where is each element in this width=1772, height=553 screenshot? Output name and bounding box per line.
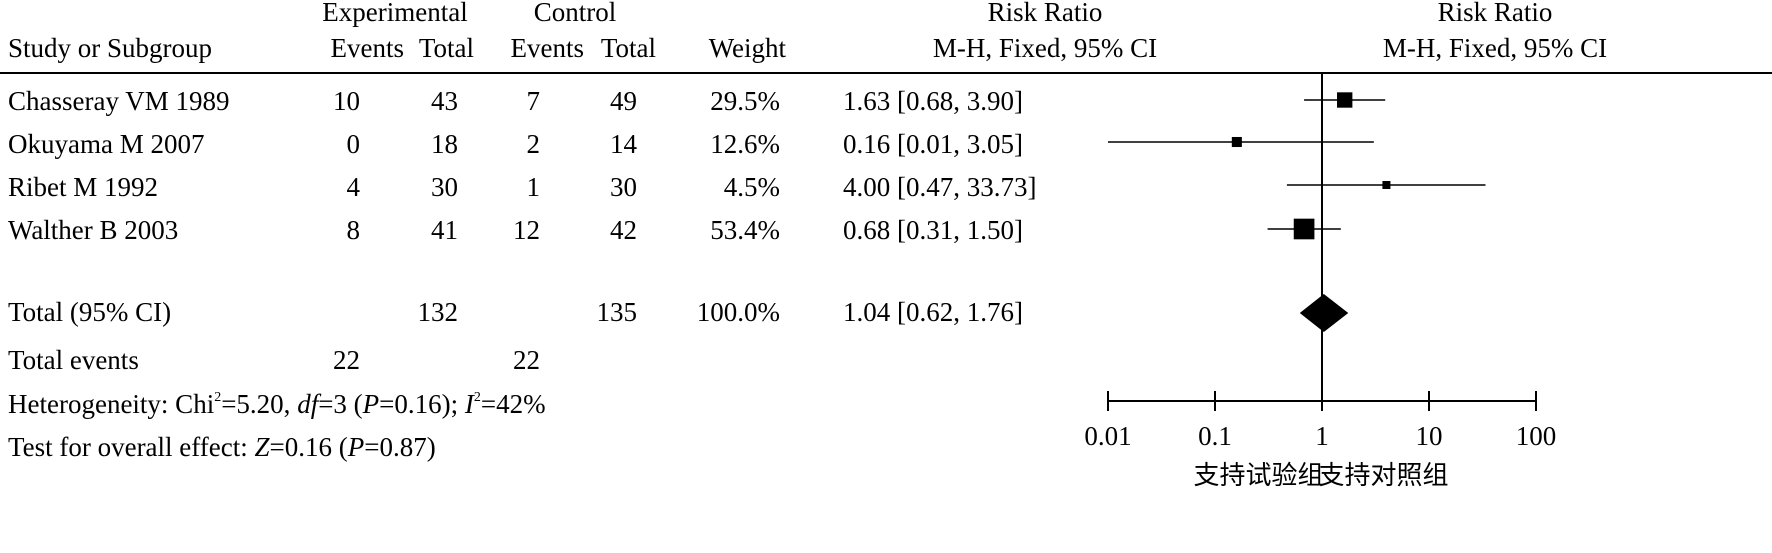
total-events-label: Total events — [8, 345, 139, 375]
df-value: =3 ( — [318, 389, 363, 419]
exp-events: 4 — [346, 172, 361, 202]
study-estimate-square — [1231, 136, 1242, 148]
weight-value: 53.4% — [710, 215, 780, 245]
z-label: Z — [254, 432, 270, 462]
x-tick-label: 0.01 — [1084, 421, 1131, 451]
x-tick-label: 1 — [1315, 421, 1329, 451]
i-label: I — [464, 389, 474, 419]
risk-ratio-ci: 1.63 [0.68, 3.90] — [843, 86, 1023, 116]
ctrl-events: 2 — [526, 129, 541, 159]
ctrl-total: 42 — [610, 215, 637, 245]
risk-ratio-ci: 4.00 [0.47, 33.73] — [843, 172, 1037, 202]
total-exp-events: 22 — [333, 345, 360, 375]
header-rule — [0, 72, 1772, 74]
favours-experimental-label: 支持试验组 — [1193, 461, 1323, 491]
i-value: =42% — [480, 389, 546, 419]
p-label: P — [362, 389, 380, 419]
exp-events-header: Events — [330, 33, 405, 63]
overall-effect-text: Test for overall effect: Z=0.16 (P=0.87) — [8, 431, 436, 463]
heterogeneity-prefix: Heterogeneity: Chi — [8, 389, 215, 419]
total-ctrl-total: 135 — [596, 297, 638, 327]
exp-total-header: Total — [418, 33, 474, 63]
weight-value: 29.5% — [710, 86, 780, 116]
weight-value: 12.6% — [710, 129, 780, 159]
experimental-group-header: Experimental — [322, 0, 468, 27]
plot-title: Risk Ratio — [1437, 0, 1553, 27]
chi-value: =5.20, — [221, 389, 298, 419]
p-value: =0.16); — [379, 389, 465, 419]
ctrl-events-header: Events — [510, 33, 585, 63]
df-label: df — [297, 389, 319, 419]
control-group-header: Control — [533, 0, 617, 27]
pooled-diamond — [1299, 294, 1349, 332]
ctrl-events: 12 — [513, 215, 540, 245]
exp-events: 0 — [346, 129, 361, 159]
ctrl-total: 49 — [610, 86, 637, 116]
risk-ratio-method-header: M-H, Fixed, 95% CI — [932, 33, 1158, 63]
study-estimate-square — [1293, 218, 1315, 240]
x-tick-label: 0.1 — [1198, 421, 1232, 451]
total-exp-total: 132 — [417, 297, 459, 327]
risk-ratio-ci: 0.16 [0.01, 3.05] — [843, 129, 1023, 159]
study-estimate-square — [1337, 92, 1353, 108]
total-weight: 100.0% — [696, 297, 780, 327]
risk-ratio-header: Risk Ratio — [987, 0, 1103, 27]
ctrl-events: 7 — [526, 86, 541, 116]
exp-total: 41 — [431, 215, 458, 245]
study-name: Walther B 2003 — [8, 215, 179, 245]
heterogeneity-text: Heterogeneity: Chi2=5.20, df=3 (P=0.16);… — [8, 388, 546, 420]
total-risk-ratio-ci: 1.04 [0.62, 1.76] — [843, 297, 1023, 327]
z-value: =0.16 ( — [269, 432, 348, 462]
total-ctrl-events: 22 — [513, 345, 540, 375]
total-label: Total (95% CI) — [8, 297, 172, 327]
plot-method-header: M-H, Fixed, 95% CI — [1382, 33, 1608, 63]
x-tick-label: 100 — [1516, 421, 1557, 451]
ctrl-total: 14 — [610, 129, 637, 159]
exp-total: 30 — [431, 172, 458, 202]
exp-events: 8 — [346, 215, 361, 245]
overall-p-value: =0.87) — [364, 432, 436, 462]
weight-header: Weight — [708, 33, 786, 63]
favours-control-label: 支持对照组 — [1318, 461, 1448, 491]
study-name: Ribet M 1992 — [8, 172, 159, 202]
study-name: Okuyama M 2007 — [8, 129, 205, 159]
x-tick-label: 10 — [1416, 421, 1443, 451]
weight-value: 4.5% — [723, 172, 780, 202]
study-name: Chasseray VM 1989 — [8, 86, 230, 116]
study-column-header: Study or Subgroup — [8, 33, 213, 63]
exp-total: 43 — [431, 86, 458, 116]
exp-total: 18 — [431, 129, 458, 159]
exp-events: 10 — [333, 86, 360, 116]
risk-ratio-ci: 0.68 [0.31, 1.50] — [843, 215, 1023, 245]
study-estimate-square — [1382, 181, 1391, 189]
ctrl-events: 1 — [526, 172, 541, 202]
overall-prefix: Test for overall effect: — [8, 432, 255, 462]
overall-p-label: P — [347, 432, 365, 462]
ctrl-total-header: Total — [600, 33, 656, 63]
ctrl-total: 30 — [610, 172, 637, 202]
i-superscript: 2 — [473, 390, 481, 405]
chi-superscript: 2 — [214, 390, 222, 405]
